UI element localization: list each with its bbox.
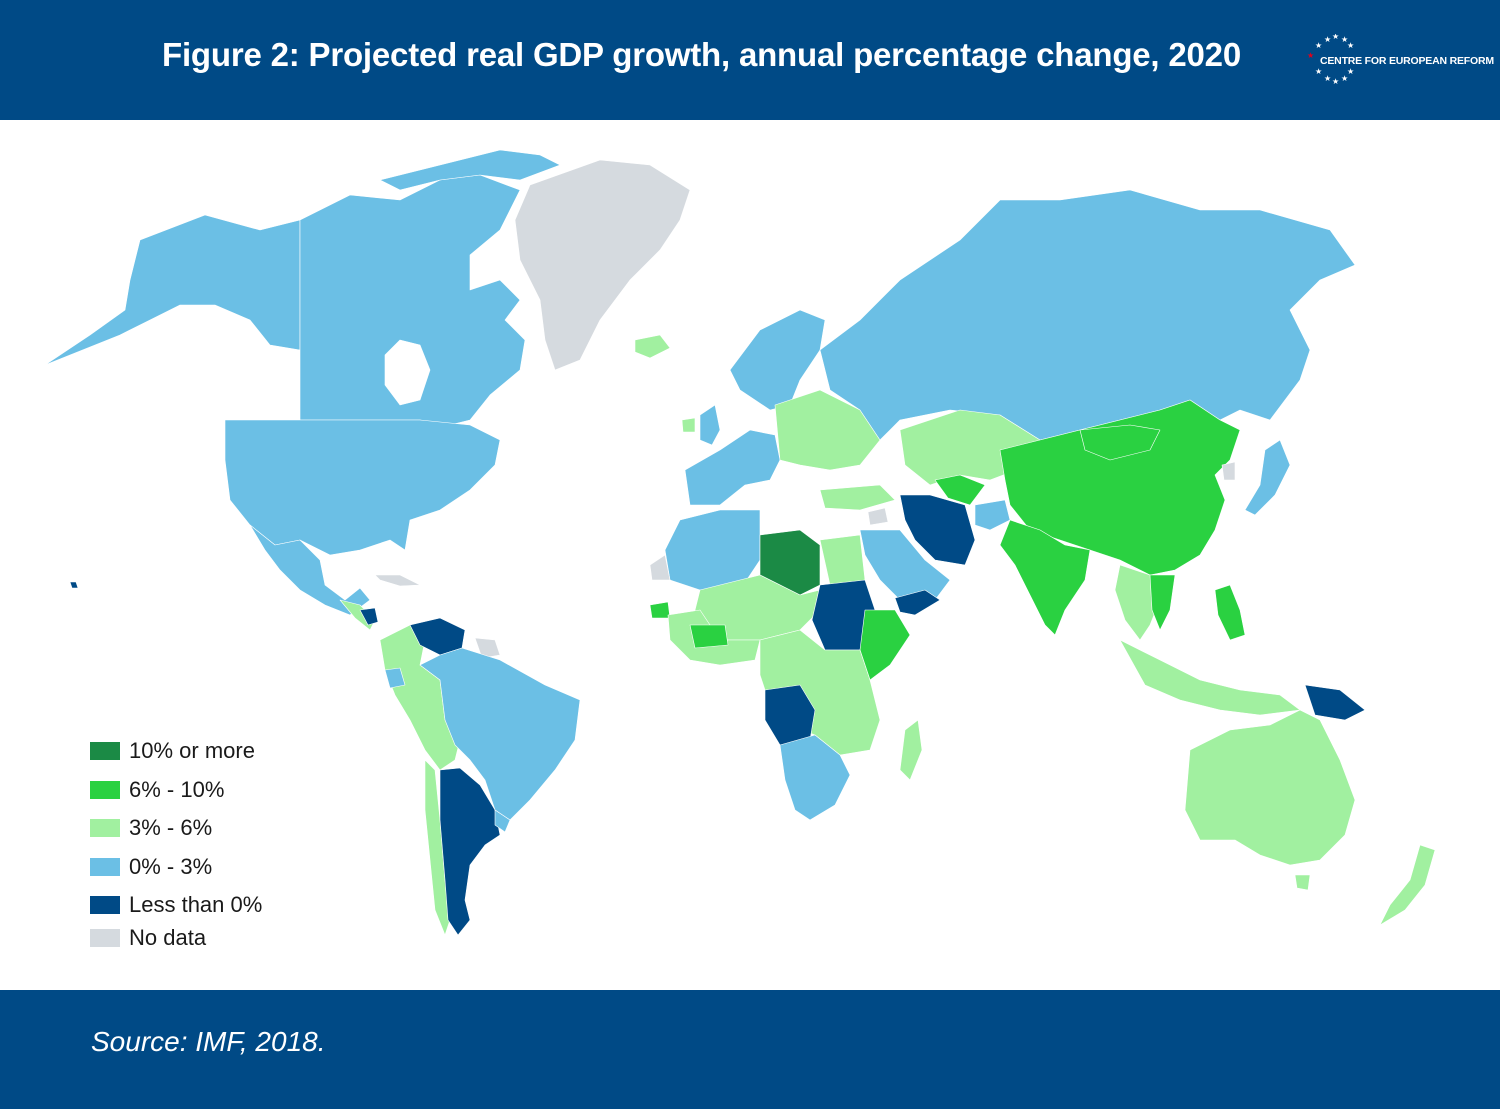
region-central-america <box>339 599 376 631</box>
region-north-africa <box>664 509 761 591</box>
svg-text:★: ★ <box>1341 35 1348 44</box>
svg-text:★: ★ <box>1324 74 1331 83</box>
legend-swatch <box>90 896 120 914</box>
header-bar: Figure 2: Projected real GDP growth, ann… <box>0 0 1500 120</box>
svg-text:★: ★ <box>1347 41 1354 50</box>
legend-label: No data <box>129 925 207 950</box>
svg-text:★: ★ <box>1332 34 1339 41</box>
region-ghana-ivory-coast <box>689 624 729 649</box>
legend-label: 0% - 3% <box>129 853 213 879</box>
region-iran <box>899 494 976 566</box>
legend-swatch <box>90 742 120 760</box>
world-map <box>0 120 1500 990</box>
region-hudson-bay <box>384 339 431 406</box>
legend-item: 3% - 6% <box>90 815 310 854</box>
figure-title: Figure 2: Projected real GDP growth, ann… <box>162 36 1241 73</box>
region-ethiopia <box>859 609 911 681</box>
region-png <box>1304 684 1366 721</box>
region-southern-africa <box>779 734 851 821</box>
legend-swatch <box>90 780 120 799</box>
region-ecuador <box>384 667 406 689</box>
region-yemen <box>894 589 941 616</box>
region-afghanistan <box>974 499 1011 531</box>
map-legend: 10% or more 6% - 10% 3% - 6% 0% - 3% Les… <box>90 738 310 964</box>
source-note: Source: IMF, 2018. <box>91 1026 326 1057</box>
region-uk <box>699 404 721 446</box>
region-australia <box>1184 709 1356 866</box>
region-chile <box>424 759 451 936</box>
region-japan <box>1244 439 1291 516</box>
region-north-korea <box>1221 461 1236 481</box>
region-mongolia <box>1079 424 1161 461</box>
svg-text:★: ★ <box>1324 35 1331 44</box>
region-iceland <box>634 334 671 359</box>
svg-text:★: ★ <box>1347 67 1354 76</box>
legend-item: Less than 0% <box>90 892 310 925</box>
svg-text:★: ★ <box>1332 77 1339 86</box>
region-nicaragua <box>359 607 379 626</box>
legend-label: Less than 0% <box>129 892 263 917</box>
region-greenland <box>514 159 691 371</box>
region-eastern-europe <box>774 389 881 471</box>
region-india <box>999 519 1091 636</box>
region-philippines <box>1214 584 1246 641</box>
region-russia <box>819 189 1356 441</box>
region-ireland <box>681 417 696 433</box>
legend-item: 10% or more <box>90 738 310 777</box>
region-argentina <box>439 767 501 936</box>
region-turkey <box>819 484 896 511</box>
legend-swatch <box>90 929 120 947</box>
region-alaska <box>44 214 301 366</box>
legend-item: 0% - 3% <box>90 854 310 893</box>
legend-swatch <box>90 819 120 837</box>
svg-text:★: ★ <box>1341 74 1348 83</box>
region-madagascar <box>899 719 923 781</box>
region-tasmania <box>1294 874 1311 891</box>
region-syria <box>867 507 889 526</box>
eu-stars-icon: ★ ★ ★ ★★ ★ ★ ★ ★ ★ ★ <box>1307 34 1354 86</box>
svg-text:★: ★ <box>1307 51 1314 60</box>
svg-text:★: ★ <box>1315 41 1322 50</box>
region-brazil <box>419 647 581 821</box>
region-guianas <box>474 637 501 659</box>
logo-text: CENTRE FOR EUROPEAN REFORM <box>1320 55 1494 67</box>
svg-text:★: ★ <box>1315 67 1322 76</box>
legend-label: 3% - 6% <box>129 815 213 840</box>
region-uruguay <box>494 809 511 833</box>
region-new-zealand <box>1379 844 1436 926</box>
region-senegal <box>649 601 671 619</box>
region-vietnam <box>1149 574 1176 631</box>
legend-item: 6% - 10% <box>90 777 310 816</box>
legend-label: 6% - 10% <box>129 776 225 802</box>
region-western-europe <box>684 429 781 506</box>
region-cuba <box>374 574 421 587</box>
region-indonesia <box>1119 639 1301 716</box>
region-egypt <box>819 534 866 586</box>
legend-swatch <box>90 857 120 876</box>
map-svg <box>44 149 1436 936</box>
region-usa <box>224 419 501 556</box>
region-scandinavia <box>729 309 826 411</box>
footer-bar: Source: IMF, 2018. <box>0 990 1500 1109</box>
region-mexico <box>249 524 371 616</box>
region-western-sahara <box>649 554 671 581</box>
cer-logo: ★ ★ ★ ★ ★ ★ ★ ★ ★ ★ ★ CENTRE FOR EUROPEAN REFO… <box>1304 34 1494 90</box>
region-hawaii <box>69 581 79 589</box>
legend-label: 10% or more <box>129 738 255 763</box>
region-arctic-islands <box>379 149 561 191</box>
legend-item: No data <box>90 925 310 964</box>
region-uzbekistan <box>934 474 986 506</box>
